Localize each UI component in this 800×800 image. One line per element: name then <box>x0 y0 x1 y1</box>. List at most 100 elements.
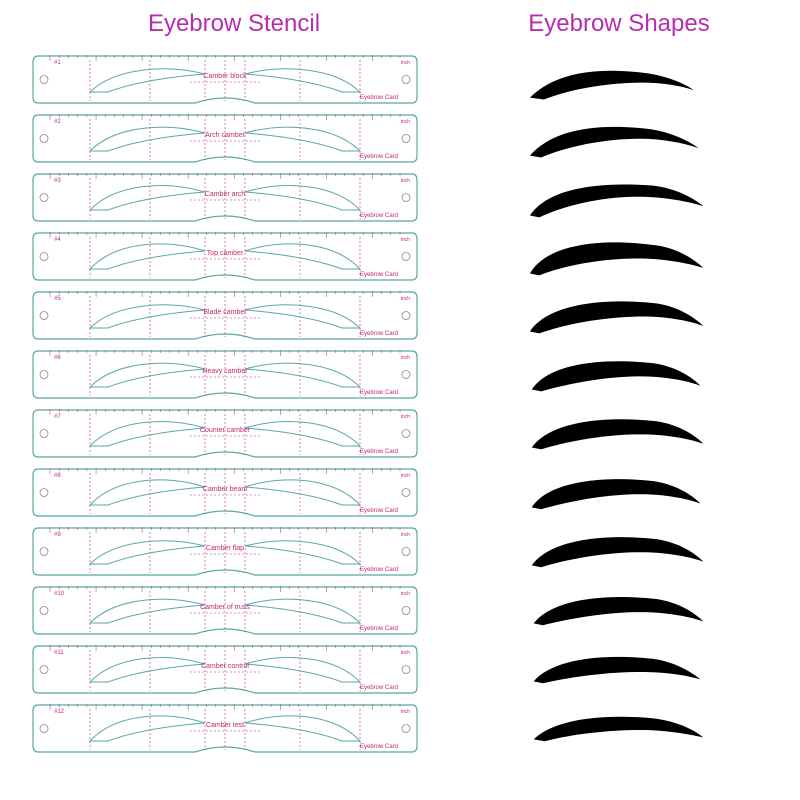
card-label: Eyebrow Card <box>360 331 398 337</box>
hole-icon <box>402 548 410 556</box>
eyebrow-shape-svg <box>514 700 724 745</box>
stencil-name: Camber block <box>203 73 247 80</box>
eyebrow-shape-svg <box>514 352 724 397</box>
stencil-card: #11 Camber control Eyebrow Card inch <box>30 642 420 697</box>
card-label: Eyebrow Card <box>360 390 398 396</box>
ruler-unit: inch <box>401 591 410 597</box>
ruler-unit: inch <box>401 414 410 420</box>
eyebrow-shape <box>509 700 729 745</box>
ruler-unit: inch <box>401 473 410 479</box>
shapes-heading: Eyebrow Shapes <box>468 10 770 38</box>
brow-outline-left <box>90 305 205 328</box>
stencil-id: #4 <box>54 237 61 243</box>
ruler-unit: inch <box>401 178 410 184</box>
eyebrow-shape-svg <box>514 236 724 281</box>
card-label: Eyebrow Card <box>360 626 398 632</box>
stencil-name: Camber flap <box>206 545 244 552</box>
stencil-id: #6 <box>54 355 61 361</box>
stencil-id: #1 <box>54 60 61 66</box>
stencil-name: Heavy camber <box>202 368 248 375</box>
hole-icon <box>402 135 410 143</box>
eyebrow-icon <box>534 717 704 742</box>
stencil-name: Camber test <box>206 722 244 729</box>
stencil-id: #8 <box>54 473 61 479</box>
card-label: Eyebrow Card <box>360 154 398 160</box>
ruler-unit: inch <box>401 296 410 302</box>
hole-icon <box>40 430 48 438</box>
stencil-card-svg: #4 Top camber Eyebrow Card inch <box>30 229 420 284</box>
brow-outline-right <box>245 186 360 210</box>
eyebrow-shape-svg <box>514 62 724 107</box>
stencil-card-svg: #1 Camber block Eyebrow Card inch <box>30 52 420 107</box>
stencil-id: #2 <box>54 119 61 125</box>
stencil-card: #12 Camber test Eyebrow Card inch <box>30 701 420 756</box>
stencil-card-svg: #7 Counter camber Eyebrow Card inch <box>30 406 420 461</box>
stencil-column: Eyebrow Stencil #1 Camber block Eyebrow … <box>0 0 448 800</box>
brow-outline-left <box>90 244 205 269</box>
hole-icon <box>402 666 410 674</box>
eyebrow-shape <box>509 294 729 339</box>
stencil-name: Blade camber <box>203 309 247 316</box>
eyebrow-icon <box>530 301 703 333</box>
stencil-name: Camber arch <box>205 191 246 198</box>
eyebrow-shape <box>509 410 729 455</box>
brow-outline-left <box>90 69 205 92</box>
stencil-name: Camber beam <box>203 486 248 493</box>
stencil-heading: Eyebrow Stencil <box>30 10 438 38</box>
hole-icon <box>40 194 48 202</box>
card-label: Eyebrow Card <box>360 272 398 278</box>
eyebrow-icon <box>530 71 694 100</box>
ruler-unit: inch <box>401 650 410 656</box>
eyebrow-shape <box>509 178 729 223</box>
stencil-card: #4 Top camber Eyebrow Card inch <box>30 229 420 284</box>
hole-icon <box>40 548 48 556</box>
stencil-name: Camber of truss <box>200 604 250 611</box>
eyebrow-icon <box>532 419 704 449</box>
stencil-card: #9 Camber flap Eyebrow Card inch <box>30 524 420 579</box>
eyebrow-shape-svg <box>514 468 724 513</box>
ruler-unit: inch <box>401 60 410 66</box>
hole-icon <box>40 76 48 84</box>
eyebrow-icon <box>532 537 704 567</box>
hole-icon <box>402 371 410 379</box>
hole-icon <box>40 253 48 261</box>
stencil-card: #1 Camber block Eyebrow Card inch <box>30 52 420 107</box>
card-label: Eyebrow Card <box>360 744 398 750</box>
stencil-id: #5 <box>54 296 61 302</box>
eyebrow-shape-svg <box>514 294 724 339</box>
eyebrow-icon <box>530 242 703 275</box>
brow-outline-left <box>90 363 205 387</box>
hole-icon <box>402 312 410 320</box>
card-label: Eyebrow Card <box>360 567 398 573</box>
ruler-unit: inch <box>401 355 410 361</box>
stencil-list: #1 Camber block Eyebrow Card inch #2 Arc… <box>30 52 438 756</box>
brow-outline-right <box>245 541 360 564</box>
hole-icon <box>402 430 410 438</box>
hole-icon <box>402 76 410 84</box>
brow-outline-right <box>245 599 360 623</box>
stencil-card: #3 Camber arch Eyebrow Card inch <box>30 170 420 225</box>
stencil-card: #8 Camber beam Eyebrow Card inch <box>30 465 420 520</box>
brow-outline-right <box>245 363 360 387</box>
hole-icon <box>402 725 410 733</box>
card-label: Eyebrow Card <box>360 449 398 455</box>
brow-outline-right <box>245 422 360 446</box>
stencil-name: Counter camber <box>200 427 251 434</box>
stencil-card: #6 Heavy camber Eyebrow Card inch <box>30 347 420 402</box>
eyebrow-shape <box>509 468 729 513</box>
brow-outline-left <box>90 480 205 505</box>
brow-outline-right <box>245 480 360 505</box>
hole-icon <box>402 489 410 497</box>
hole-icon <box>40 135 48 143</box>
eyebrow-shape <box>509 120 729 165</box>
stencil-card-svg: #2 Arch camber Eyebrow Card inch <box>30 111 420 166</box>
hole-icon <box>40 666 48 674</box>
hole-icon <box>40 312 48 320</box>
stencil-card: #2 Arch camber Eyebrow Card inch <box>30 111 420 166</box>
stencil-card-svg: #11 Camber control Eyebrow Card inch <box>30 642 420 697</box>
brow-outline-left <box>90 541 205 564</box>
brow-outline-left <box>90 716 205 741</box>
stencil-card-svg: #12 Camber test Eyebrow Card inch <box>30 701 420 756</box>
hole-icon <box>40 489 48 497</box>
stencil-card-svg: #8 Camber beam Eyebrow Card inch <box>30 465 420 520</box>
